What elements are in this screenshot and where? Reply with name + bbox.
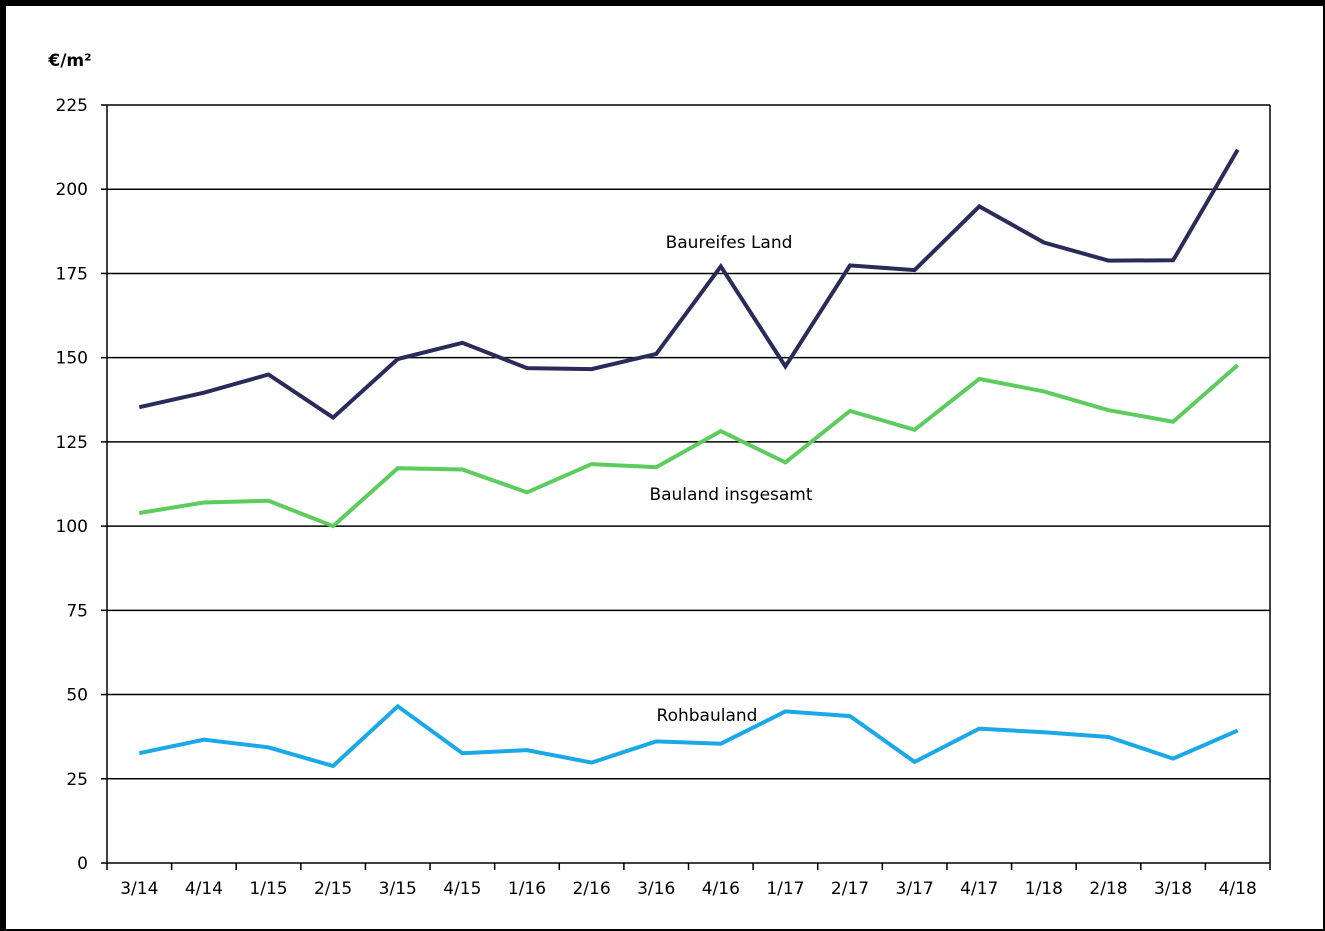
x-tick-label-2-17: 2/17	[831, 879, 869, 899]
series-labels: Baureifes Land Bauland insgesamt Rohbaulan…	[649, 233, 812, 726]
y-tick-label-225: 225	[56, 96, 88, 116]
y-tick-labels: 0 25 50 75 100 125 150 175 200 225	[56, 96, 88, 874]
y-tick-label-25: 25	[66, 770, 88, 790]
x-tick-label-4-15: 4/15	[443, 879, 481, 899]
x-tick-label-3-17: 3/17	[896, 879, 934, 899]
y-tick-label-0: 0	[77, 854, 88, 874]
x-tick-label-3-15: 3/15	[379, 879, 417, 899]
y-tick-label-125: 125	[56, 433, 88, 453]
x-tick-label-2-16: 2/16	[572, 879, 610, 899]
x-tick-label-4-16: 4/16	[702, 879, 740, 899]
y-tick-label-150: 150	[56, 349, 88, 369]
gridlines	[107, 105, 1270, 779]
series-label-bauland-insgesamt: Bauland insgesamt	[649, 485, 812, 505]
x-tick-label-2-15: 2/15	[314, 879, 352, 899]
x-tick-label-1-18: 1/18	[1025, 879, 1063, 899]
series-label-baureifes-land: Baureifes Land	[666, 233, 793, 253]
y-tick-label-50: 50	[66, 686, 88, 706]
x-tick-label-3-14: 3/14	[120, 879, 158, 899]
x-tick-label-1-16: 1/16	[508, 879, 546, 899]
y-tick-label-75: 75	[66, 601, 88, 621]
series-label-rohbauland: Rohbauland	[657, 706, 758, 726]
x-tick-label-2-18: 2/18	[1089, 879, 1127, 899]
x-tick-labels: 3/14 4/14 1/15 2/15 3/15 4/15 1/16 2/16 3/16 4/16…	[120, 879, 1257, 899]
x-tick-label-4-17: 4/17	[960, 879, 998, 899]
x-tick-label-4-18: 4/18	[1219, 879, 1257, 899]
y-tick-label-175: 175	[56, 264, 88, 284]
x-tick-label-3-16: 3/16	[637, 879, 675, 899]
x-tick-label-3-18: 3/18	[1154, 879, 1192, 899]
y-tick-label-100: 100	[56, 517, 88, 537]
x-tick-label-1-15: 1/15	[249, 879, 287, 899]
y-axis-unit-label: €/m²	[47, 51, 91, 71]
x-tick-label-4-14: 4/14	[185, 879, 223, 899]
y-tick-label-200: 200	[56, 180, 88, 200]
x-tick-label-1-17: 1/17	[766, 879, 804, 899]
